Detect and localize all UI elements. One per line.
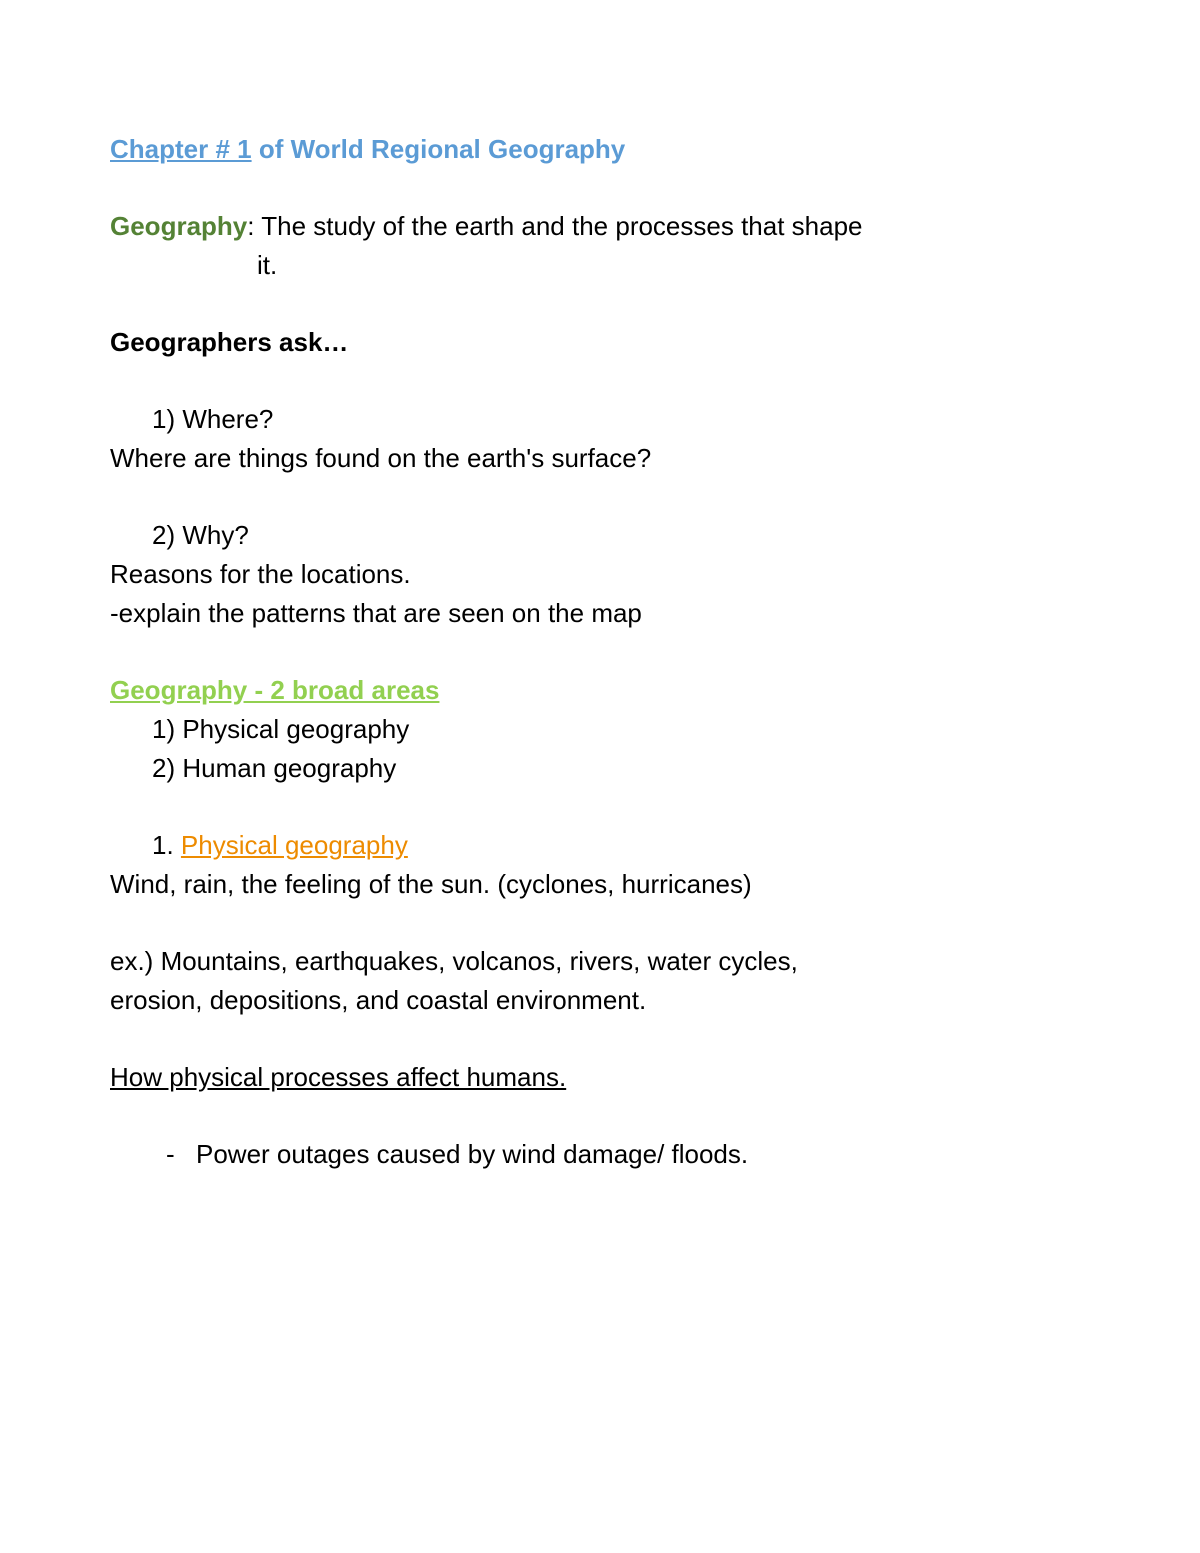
question-2-block: 2) Why? Reasons for the locations. -expl… (110, 516, 1090, 633)
broad-areas-block: Geography - 2 broad areas 1) Physical ge… (110, 671, 1090, 788)
definition-block: Geography: The study of the earth and th… (110, 207, 1090, 285)
title-rest: of World Regional Geography (252, 134, 626, 164)
def-text-1: The study of the earth and the processes… (261, 211, 862, 241)
bullet-dash-icon: - (166, 1135, 196, 1174)
broad-area-1: 1) Physical geography (110, 710, 1090, 749)
question-2-detail-1: Reasons for the locations. (110, 555, 1090, 594)
title-link: Chapter # 1 (110, 134, 252, 164)
question-1-block: 1) Where? Where are things found on the … (110, 400, 1090, 478)
broad-areas-heading: Geography - 2 broad areas (110, 671, 1090, 710)
definition-line1: Geography: The study of the earth and th… (110, 207, 1090, 246)
question-1-number: 1) Where? (110, 400, 1090, 439)
physical-subheading-line: 1. Physical geography (110, 826, 1090, 865)
physical-number: 1. (152, 830, 181, 860)
physical-example-block: ex.) Mountains, earthquakes, volcanos, r… (110, 942, 1090, 1020)
definition-line2: it. (110, 246, 1090, 285)
physical-desc: Wind, rain, the feeling of the sun. (cyc… (110, 865, 1090, 904)
physical-ex-2: erosion, depositions, and coastal enviro… (110, 981, 1090, 1020)
question-2-detail-2: -explain the patterns that are seen on t… (110, 594, 1090, 633)
affect-bullet-1: -Power outages caused by wind damage/ fl… (110, 1135, 1090, 1174)
physical-ex-1: ex.) Mountains, earthquakes, volcanos, r… (110, 942, 1090, 981)
term: Geography (110, 211, 247, 241)
page-title: Chapter # 1 of World Regional Geography (110, 130, 1090, 169)
question-2-number: 2) Why? (110, 516, 1090, 555)
def-separator: : (247, 211, 261, 241)
physical-block: 1. Physical geography Wind, rain, the fe… (110, 826, 1090, 904)
broad-area-2: 2) Human geography (110, 749, 1090, 788)
affect-bullet-1-text: Power outages caused by wind damage/ flo… (196, 1139, 748, 1169)
affect-heading: How physical processes affect humans. (110, 1058, 1090, 1097)
physical-heading: Physical geography (181, 830, 408, 860)
ask-heading: Geographers ask… (110, 323, 1090, 362)
question-1-detail: Where are things found on the earth's su… (110, 439, 1090, 478)
